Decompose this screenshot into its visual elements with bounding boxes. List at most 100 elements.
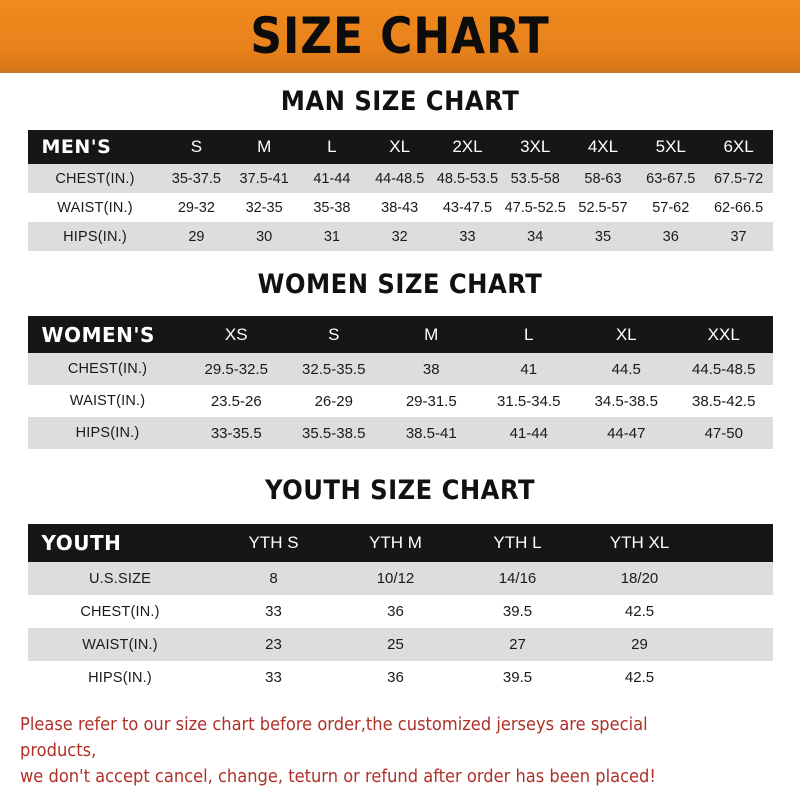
youth-row-label-2: WAIST(IN.)	[27, 628, 213, 661]
women-cell-0-1: 32.5-35.5	[285, 353, 383, 385]
women-col-3: L	[524, 324, 534, 344]
men-cell-1-3: 38-43	[365, 193, 434, 222]
men-cell-0-6: 58-63	[569, 164, 637, 193]
men-col-6: 4XL	[587, 137, 619, 156]
women-cell-2-4: 44-47	[577, 417, 675, 449]
youth-cell-3-2: 39.5	[456, 661, 579, 694]
youth-col-1: YTH M	[369, 533, 422, 552]
men-cell-0-3: 44-48.5	[365, 164, 434, 193]
youth-row-label-3: HIPS(IN.)	[27, 661, 213, 694]
table-row: WAIST(IN.) 29-32 32-35 35-38 38-43 43-47…	[27, 193, 773, 222]
youth-cell-1-3: 42.5	[578, 595, 701, 628]
youth-row-label-1: CHEST(IN.)	[27, 595, 213, 628]
men-row-label-0: CHEST(IN.)	[27, 164, 163, 193]
women-col-1: S	[328, 324, 340, 344]
youth-section-title: YOUTH SIZE CHART	[264, 475, 536, 506]
table-row: WAIST(IN.) 23.5-26 26-29 29-31.5 31.5-34…	[27, 385, 773, 417]
men-cell-2-3: 32	[365, 222, 434, 251]
table-header-row: MEN'S S M L XL 2XL 3XL 4XL 5XL 6XL	[27, 130, 773, 164]
men-col-3: XL	[389, 137, 411, 156]
men-row-label-2: HIPS(IN.)	[27, 222, 163, 251]
order-policy-line-2: we don't accept cancel, change, teturn o…	[20, 767, 656, 787]
men-col-0: S	[190, 137, 203, 156]
men-col-8: 6XL	[723, 137, 754, 156]
women-col-0: XS	[224, 324, 248, 344]
men-col-1: M	[257, 137, 272, 156]
men-cell-0-8: 67.5-72	[704, 164, 773, 193]
women-section-title: WOMEN SIZE CHART	[257, 269, 543, 300]
youth-cell-3-3: 42.5	[578, 661, 701, 694]
men-cell-1-1: 32-35	[230, 193, 299, 222]
men-cell-0-7: 63-67.5	[636, 164, 705, 193]
women-cell-2-1: 35.5-38.5	[285, 417, 383, 449]
women-cell-0-0: 29.5-32.5	[187, 353, 285, 385]
table-row: HIPS(IN.) 33-35.5 35.5-38.5 38.5-41 41-4…	[27, 417, 773, 449]
table-row: CHEST(IN.) 35-37.5 37.5-41 41-44 44-48.5…	[27, 164, 773, 193]
men-cell-2-8: 37	[704, 222, 773, 251]
men-cell-2-7: 36	[636, 222, 705, 251]
men-cell-0-5: 53.5-58	[501, 164, 570, 193]
youth-cell-spacer	[700, 562, 773, 595]
youth-cell-3-1: 36	[334, 661, 457, 694]
youth-cell-spacer	[700, 595, 773, 628]
youth-col-2: YTH L	[493, 533, 542, 552]
men-cell-0-4: 48.5-53.5	[433, 164, 502, 193]
youth-cell-0-3: 18/20	[578, 562, 701, 595]
youth-cell-0-1: 10/12	[334, 562, 457, 595]
size-chart-banner: SIZE CHART	[0, 0, 800, 73]
men-col-7: 5XL	[655, 137, 686, 156]
women-col-4: XL	[615, 324, 637, 344]
youth-row-label-0: U.S.SIZE	[27, 562, 213, 595]
table-row: CHEST(IN.) 29.5-32.5 32.5-35.5 38 41 44.…	[27, 353, 773, 385]
men-cell-0-2: 41-44	[298, 164, 366, 193]
page-title: SIZE CHART	[250, 6, 550, 65]
order-policy-note: Please refer to our size chart before or…	[20, 712, 727, 790]
women-cell-1-3: 31.5-34.5	[480, 385, 578, 417]
men-corner-label: MEN'S	[41, 136, 112, 158]
men-section-title: MAN SIZE CHART	[280, 86, 520, 117]
men-cell-0-1: 37.5-41	[230, 164, 299, 193]
women-cell-0-5: 44.5-48.5	[675, 353, 773, 385]
youth-cell-1-2: 39.5	[456, 595, 579, 628]
men-cell-0-0: 35-37.5	[162, 164, 231, 193]
women-table-header: WOMEN'S XS S M L XL XXL	[27, 316, 773, 353]
youth-col-3: YTH XL	[609, 533, 670, 552]
women-corner-label: WOMEN'S	[41, 322, 155, 347]
women-row-label-1: WAIST(IN.)	[27, 385, 188, 417]
men-cell-1-0: 29-32	[162, 193, 231, 222]
men-cell-2-5: 34	[501, 222, 570, 251]
youth-cell-3-0: 33	[212, 661, 335, 694]
men-table-body: CHEST(IN.) 35-37.5 37.5-41 41-44 44-48.5…	[27, 164, 773, 251]
youth-cell-2-0: 23	[212, 628, 335, 661]
youth-table-header: YOUTH YTH S YTH M YTH L YTH XL	[27, 524, 773, 562]
women-col-2: M	[424, 324, 439, 344]
men-cell-2-4: 33	[433, 222, 502, 251]
youth-cell-2-2: 27	[456, 628, 579, 661]
men-col-4: 2XL	[452, 137, 483, 156]
women-cell-1-1: 26-29	[285, 385, 383, 417]
men-cell-1-7: 57-62	[636, 193, 705, 222]
women-col-5: XXL	[707, 324, 740, 344]
table-row: HIPS(IN.) 29 30 31 32 33 34 35 36 37	[27, 222, 773, 251]
youth-corner-label: YOUTH	[41, 531, 122, 555]
youth-cell-0-2: 14/16	[456, 562, 579, 595]
men-size-table-block: MEN'S S M L XL 2XL 3XL 4XL 5XL 6XL CHEST…	[27, 130, 773, 251]
youth-cell-1-1: 36	[334, 595, 457, 628]
women-table-body: CHEST(IN.) 29.5-32.5 32.5-35.5 38 41 44.…	[27, 353, 773, 449]
men-cell-1-8: 62-66.5	[704, 193, 773, 222]
women-cell-2-5: 47-50	[675, 417, 773, 449]
men-col-5: 3XL	[520, 137, 551, 156]
women-cell-2-2: 38.5-41	[382, 417, 480, 449]
women-cell-1-5: 38.5-42.5	[675, 385, 773, 417]
youth-table-body: U.S.SIZE 8 10/12 14/16 18/20 CHEST(IN.) …	[27, 562, 773, 694]
table-row: U.S.SIZE 8 10/12 14/16 18/20	[27, 562, 773, 595]
youth-cell-spacer	[700, 628, 773, 661]
table-header-row: YOUTH YTH S YTH M YTH L YTH XL	[27, 524, 773, 562]
youth-col-0: YTH S	[248, 533, 299, 552]
women-cell-2-3: 41-44	[480, 417, 578, 449]
men-cell-2-6: 35	[569, 222, 637, 251]
men-row-label-1: WAIST(IN.)	[27, 193, 163, 222]
youth-cell-0-0: 8	[212, 562, 335, 595]
women-row-label-0: CHEST(IN.)	[27, 353, 188, 385]
men-table-header: MEN'S S M L XL 2XL 3XL 4XL 5XL 6XL	[27, 130, 773, 164]
